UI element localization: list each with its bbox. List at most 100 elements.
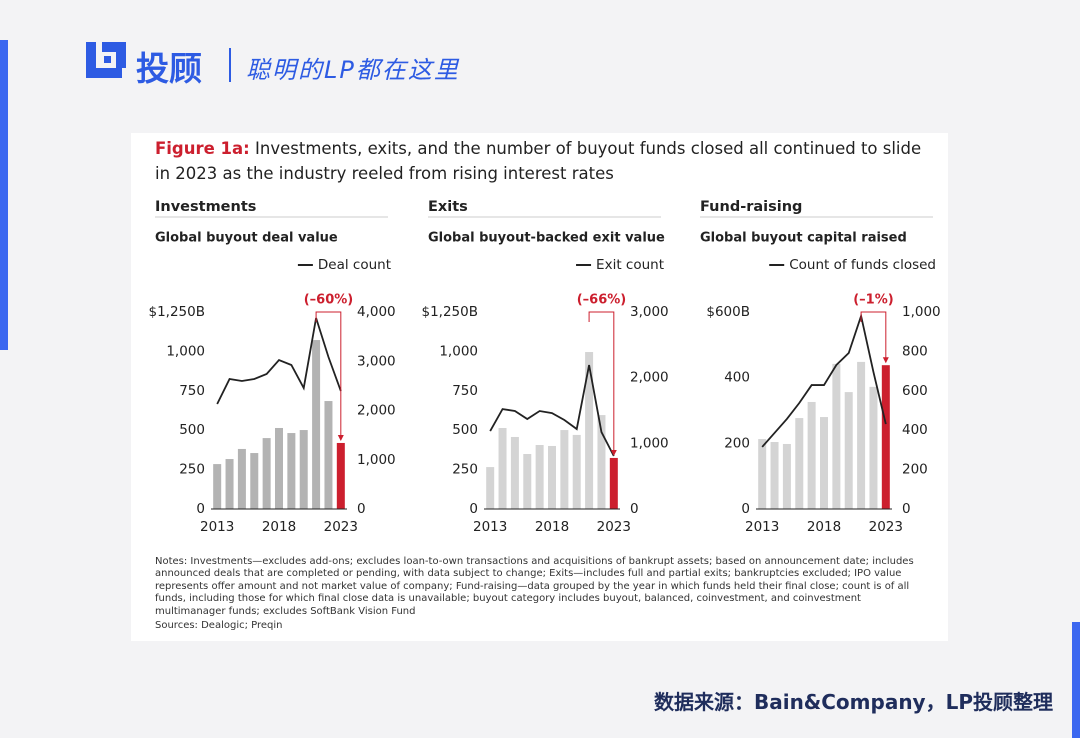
y2-tick-label: 200 bbox=[902, 462, 928, 478]
bar bbox=[795, 418, 804, 509]
chart-title: Global buyout deal value bbox=[155, 231, 338, 246]
chart-title: Global buyout-backed exit value bbox=[428, 231, 665, 246]
y-tick-label: 250 bbox=[179, 462, 205, 478]
y-tick-label: 750 bbox=[452, 383, 478, 399]
y2-tick-label: 400 bbox=[902, 422, 928, 438]
y2-tick-label: 800 bbox=[902, 343, 928, 359]
divider bbox=[229, 48, 231, 82]
bar bbox=[585, 352, 594, 509]
bar bbox=[572, 434, 581, 509]
x-tick-label: 2018 bbox=[807, 519, 841, 535]
y2-tick-label: 0 bbox=[630, 501, 639, 517]
chart-title: Global buyout capital raised bbox=[700, 231, 907, 246]
bar bbox=[250, 453, 259, 509]
bar bbox=[225, 459, 234, 509]
y-tick-label: 1,000 bbox=[166, 343, 205, 359]
bar bbox=[844, 392, 853, 509]
notes: Notes: Investments—excludes add-ons; exc… bbox=[155, 556, 914, 617]
y2-tick-label: 600 bbox=[902, 383, 928, 399]
bar bbox=[820, 417, 828, 509]
y2-tick-label: 0 bbox=[357, 501, 366, 517]
bar bbox=[869, 386, 878, 509]
y2-tick-label: 3,000 bbox=[630, 304, 669, 320]
y2-tick-label: 3,000 bbox=[357, 353, 396, 369]
bar bbox=[486, 467, 495, 509]
sources: Sources: Dealogic; Preqin bbox=[155, 620, 283, 631]
bar bbox=[807, 401, 816, 509]
x-tick-label: 2023 bbox=[597, 519, 631, 535]
y-tick-label: $1,250B bbox=[149, 304, 206, 320]
bar bbox=[299, 430, 308, 509]
annotation-bracket bbox=[588, 311, 615, 454]
annotation: (–60%) bbox=[304, 293, 354, 308]
y-tick-label: 250 bbox=[452, 462, 478, 478]
y-tick-label: 200 bbox=[724, 435, 750, 451]
section-title: Investments bbox=[155, 199, 256, 215]
x-tick-label: 2013 bbox=[473, 519, 507, 535]
x-tick-label: 2013 bbox=[745, 519, 779, 535]
y-tick-label: $1,250B bbox=[422, 304, 479, 320]
bar bbox=[237, 448, 246, 509]
legend-label: Exit count bbox=[596, 257, 664, 273]
bar bbox=[312, 340, 321, 509]
x-tick-label: 2018 bbox=[262, 519, 296, 535]
bar bbox=[336, 442, 345, 509]
accent-bar bbox=[1072, 622, 1080, 738]
line bbox=[216, 317, 342, 405]
bar bbox=[560, 430, 569, 509]
bar bbox=[510, 436, 519, 509]
y-tick-label: $600B bbox=[706, 304, 750, 320]
bar bbox=[609, 457, 618, 509]
y2-tick-label: 4,000 bbox=[357, 304, 396, 320]
figure-text: Investments, exits, and the number of bu… bbox=[155, 139, 922, 183]
bar bbox=[498, 427, 507, 509]
y2-tick-label: 1,000 bbox=[902, 304, 941, 320]
bar bbox=[770, 442, 779, 509]
bar bbox=[881, 365, 890, 509]
x-tick-label: 2023 bbox=[869, 519, 903, 535]
y2-tick-label: 1,000 bbox=[630, 435, 669, 451]
y2-tick-label: 1,000 bbox=[357, 452, 396, 468]
line bbox=[489, 364, 615, 457]
y-tick-label: 1,000 bbox=[439, 343, 478, 359]
annotation: (–66%) bbox=[577, 293, 627, 308]
bar bbox=[857, 361, 866, 509]
y-tick-label: 500 bbox=[179, 422, 205, 438]
section-title: Exits bbox=[428, 199, 468, 215]
card bbox=[131, 133, 948, 641]
annotation: (–1%) bbox=[853, 293, 893, 308]
bar bbox=[324, 401, 333, 509]
bar bbox=[548, 445, 556, 509]
logo: 投顾 bbox=[136, 49, 202, 88]
y-tick-label: 400 bbox=[724, 370, 750, 386]
bar bbox=[287, 433, 296, 509]
figure-label: Figure 1a: bbox=[155, 139, 250, 158]
y-tick-label: 0 bbox=[196, 501, 205, 517]
bar bbox=[758, 439, 767, 509]
bar bbox=[275, 427, 283, 509]
y-tick-label: 750 bbox=[179, 383, 205, 399]
slogan: 聪明的LP都在这里 bbox=[246, 56, 460, 84]
y2-tick-label: 0 bbox=[902, 501, 911, 517]
legend-label: Deal count bbox=[318, 257, 391, 273]
bar bbox=[262, 438, 271, 509]
y-tick-label: 500 bbox=[452, 422, 478, 438]
annotation-bracket bbox=[860, 311, 887, 362]
logo-icon bbox=[86, 42, 126, 78]
annotation-arrow bbox=[610, 449, 617, 456]
legend-label: Count of funds closed bbox=[789, 257, 936, 273]
bar bbox=[213, 464, 222, 509]
accent-bar bbox=[0, 40, 8, 350]
line bbox=[761, 312, 887, 448]
bar bbox=[597, 415, 606, 509]
bar bbox=[782, 443, 791, 509]
x-tick-label: 2023 bbox=[324, 519, 358, 535]
section-title: Fund-raising bbox=[700, 199, 802, 215]
y-tick-label: 0 bbox=[469, 501, 478, 517]
x-tick-label: 2018 bbox=[535, 519, 569, 535]
annotation-arrow bbox=[337, 434, 344, 441]
x-tick-label: 2013 bbox=[200, 519, 234, 535]
bar bbox=[523, 453, 532, 509]
annotation-bracket bbox=[315, 311, 342, 439]
